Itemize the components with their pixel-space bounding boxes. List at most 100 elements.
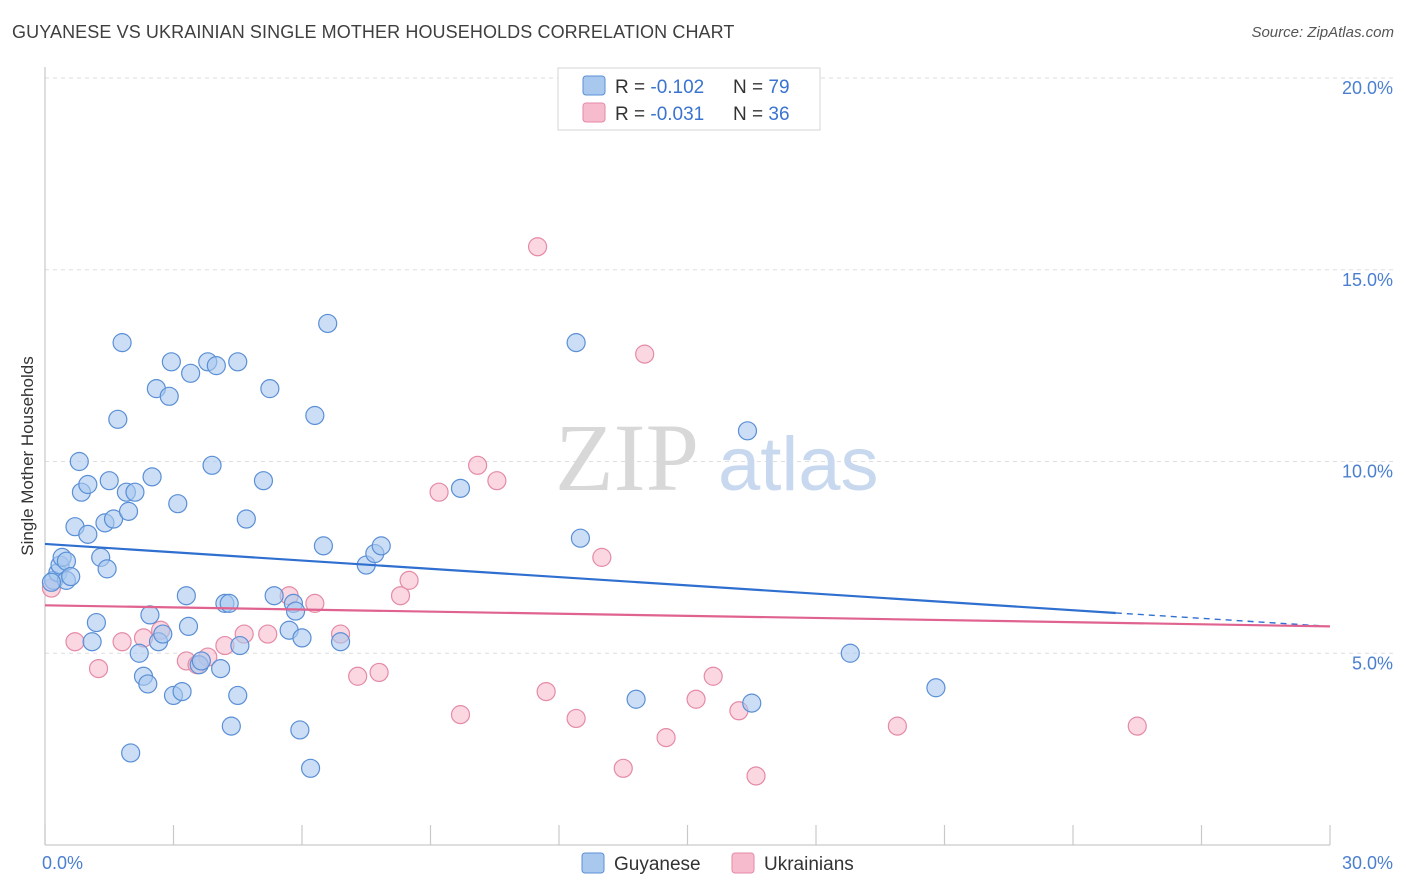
guyanese-point bbox=[159, 386, 179, 406]
ukrainian-point bbox=[536, 681, 556, 702]
y-tick-labels: 5.0% 10.0% 15.0% 20.0% bbox=[1342, 78, 1393, 673]
guyanese-point bbox=[99, 471, 119, 491]
guyanese-point bbox=[129, 643, 149, 663]
ukrainian-point bbox=[468, 455, 488, 475]
chart-title: GUYANESE VS UKRAINIAN SINGLE MOTHER HOUS… bbox=[12, 22, 735, 42]
guyanese-point bbox=[221, 716, 241, 736]
y-tick-label: 15.0% bbox=[1342, 270, 1393, 290]
guyanese-point bbox=[228, 685, 248, 706]
guyanese-point bbox=[228, 352, 248, 372]
guyanese-point bbox=[292, 628, 312, 648]
legend-top: R = -0.102 N = 79 R = -0.031 N = 36 bbox=[557, 67, 821, 131]
guyanese-point bbox=[300, 758, 321, 778]
ukrainian-point bbox=[112, 632, 132, 652]
legend-bottom-label-ukrainians: Ukrainians bbox=[764, 854, 854, 875]
x-tick-label-max: 30.0% bbox=[1342, 853, 1393, 873]
watermark-zip: ZIP bbox=[555, 404, 699, 511]
guyanese-trend-extension bbox=[1115, 612, 1331, 628]
guyanese-point bbox=[140, 605, 160, 625]
guyanese-point bbox=[86, 612, 107, 633]
ukrainian-point bbox=[703, 666, 723, 686]
guyanese-point bbox=[202, 455, 222, 475]
guyanese-point bbox=[118, 501, 139, 521]
guyanese-point bbox=[626, 689, 646, 709]
legend-r-label: R = bbox=[615, 77, 650, 98]
ukrainian-point bbox=[686, 689, 706, 709]
x-axis-ticks bbox=[44, 825, 1331, 845]
guyanese-points bbox=[41, 313, 946, 778]
source-label: Source: ZipAtlas.com bbox=[1251, 24, 1394, 41]
ukrainian-point bbox=[390, 586, 411, 606]
legend-n-value: 79 bbox=[768, 77, 789, 98]
guyanese-point bbox=[260, 379, 280, 399]
guyanese-point bbox=[168, 494, 188, 514]
y-axis-title: Single Mother Households bbox=[18, 356, 37, 555]
guyanese-point bbox=[82, 632, 102, 652]
ukrainian-trend-line bbox=[44, 604, 1331, 628]
trend-lines bbox=[44, 542, 1331, 628]
ukrainian-point bbox=[1127, 716, 1147, 736]
y-tick-label: 10.0% bbox=[1342, 462, 1393, 482]
guyanese-point bbox=[230, 635, 250, 656]
guyanese-point bbox=[172, 681, 192, 702]
guyanese-point bbox=[570, 528, 591, 548]
ukrainian-point bbox=[566, 708, 586, 729]
guyanese-point bbox=[840, 643, 860, 663]
ukrainian-point bbox=[592, 547, 612, 567]
guyanese-point bbox=[219, 593, 239, 613]
guyanese-point bbox=[138, 674, 158, 694]
guyanese-point bbox=[236, 509, 256, 529]
guyanese-point bbox=[206, 356, 226, 376]
ukrainian-point bbox=[527, 237, 548, 257]
guyanese-point bbox=[181, 363, 201, 383]
guyanese-point bbox=[112, 333, 132, 353]
ukrainian-point bbox=[746, 766, 766, 786]
guyanese-point bbox=[176, 586, 196, 606]
legend-row-guyanese: R = -0.102 N = 79 bbox=[615, 77, 790, 98]
guyanese-point bbox=[153, 624, 173, 644]
guyanese-point bbox=[737, 421, 758, 441]
guyanese-point bbox=[121, 743, 141, 763]
y-tick-label: 5.0% bbox=[1352, 653, 1393, 673]
guyanese-trend-line bbox=[44, 542, 1116, 615]
guyanese-point bbox=[566, 333, 586, 353]
legend-r-value: -0.102 bbox=[650, 77, 704, 98]
ukrainian-point bbox=[348, 666, 368, 686]
guyanese-point bbox=[264, 586, 284, 606]
guyanese-point bbox=[318, 313, 338, 334]
ukrainian-point bbox=[305, 593, 325, 613]
guyanese-point bbox=[305, 405, 325, 426]
guyanese-point bbox=[125, 482, 145, 502]
guyanese-point bbox=[253, 471, 274, 491]
guyanese-point bbox=[61, 566, 81, 587]
guyanese-point bbox=[41, 572, 62, 592]
guyanese-point bbox=[103, 509, 124, 529]
guyanese-point bbox=[211, 658, 231, 679]
ukrainian-point bbox=[656, 728, 676, 748]
y-tick-label: 20.0% bbox=[1342, 78, 1393, 98]
ukrainian-point bbox=[429, 482, 449, 502]
legend-swatch-ukrainians bbox=[582, 102, 606, 123]
guyanese-point bbox=[926, 678, 946, 698]
guyanese-point bbox=[142, 467, 162, 487]
legend-bottom: Guyanese Ukrainians bbox=[581, 852, 854, 875]
guyanese-point bbox=[78, 524, 98, 544]
guyanese-point bbox=[330, 632, 351, 652]
guyanese-point bbox=[290, 720, 310, 740]
legend-row-ukrainians: R = -0.031 N = 36 bbox=[615, 104, 790, 125]
guyanese-point bbox=[97, 559, 117, 579]
ukrainians-points bbox=[41, 237, 1147, 786]
ukrainian-point bbox=[399, 570, 419, 590]
guyanese-point bbox=[108, 409, 128, 429]
grid-lines bbox=[45, 77, 1393, 654]
ukrainian-point bbox=[65, 632, 85, 652]
guyanese-point bbox=[178, 616, 199, 637]
guyanese-point bbox=[191, 651, 211, 671]
ukrainian-point bbox=[450, 705, 471, 725]
x-tick-label-min: 0.0% bbox=[42, 853, 83, 873]
guyanese-point bbox=[78, 474, 98, 495]
guyanese-point bbox=[69, 451, 89, 472]
legend-bottom-swatch-ukrainians bbox=[731, 852, 755, 874]
ukrainian-point bbox=[88, 658, 109, 679]
